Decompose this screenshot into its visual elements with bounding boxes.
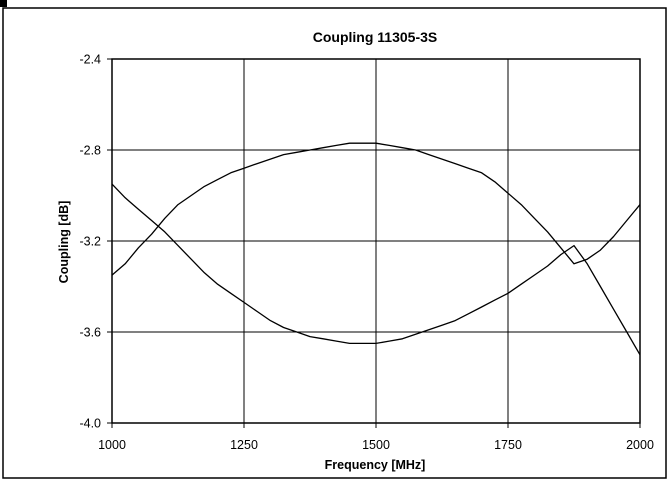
y-tick-label-1: -2.8	[79, 144, 101, 158]
y-tick-label-0: -2.4	[79, 53, 101, 67]
x-tick-label-2: 1500	[362, 438, 390, 452]
series-line-2	[111, 183, 641, 356]
x-tick-label-4: 2000	[626, 438, 654, 452]
x-axis-label: Frequency [MHz]	[325, 458, 426, 472]
x-tick-label-0: 1000	[98, 438, 126, 452]
outer-border	[2, 7, 667, 479]
y-tick-label-2: -3.2	[79, 235, 101, 249]
y-axis-label: Coupling [dB]	[57, 201, 71, 284]
cropped-corner-mark	[0, 0, 7, 7]
x-tick-label-1: 1250	[230, 438, 258, 452]
plot-area: 1000 1250 1500 1750 2000 -2.4 -2.8 -3.2 -3.6 -4.0	[79, 53, 653, 453]
y-tick-label-4: -4.0	[79, 417, 101, 431]
x-tick-label-3: 1750	[494, 438, 522, 452]
y-tick-label-3: -3.6	[79, 326, 101, 340]
chart-title: Coupling 11305-3S	[313, 29, 437, 45]
series-line-1	[111, 142, 641, 276]
